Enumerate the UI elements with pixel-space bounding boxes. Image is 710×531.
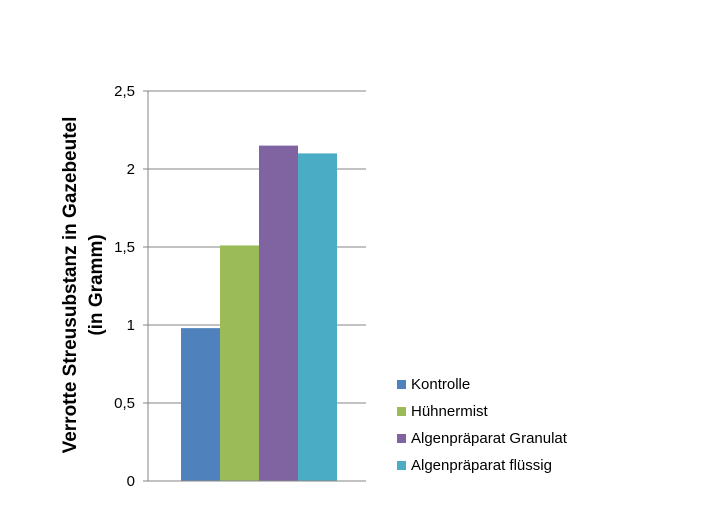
bar-1	[181, 328, 220, 481]
y-axis-title-line2: (in Gramm)	[86, 234, 107, 335]
y-axis-title-line1: Verrotte Streusubstanz in Gazebeutel	[60, 117, 81, 454]
legend-swatch	[397, 380, 406, 389]
y-tick-label: 1,5	[114, 239, 135, 256]
y-axis-tick-labels: 0 0,5 1 1,5 2 2,5	[114, 83, 135, 490]
y-axis-title: Verrotte Streusubstanz in Gazebeutel (in…	[60, 117, 107, 454]
legend-swatch	[397, 407, 406, 416]
bar-2	[220, 245, 259, 481]
legend-label: Algenpräparat flüssig	[411, 457, 552, 474]
legend-swatch	[397, 434, 406, 443]
legend-item: Kontrolle	[397, 376, 470, 393]
legend-swatch	[397, 461, 406, 470]
bars	[181, 145, 337, 481]
y-tick-label: 0,5	[114, 395, 135, 412]
y-tick-label: 1	[127, 317, 135, 334]
y-tick-label: 2	[127, 161, 135, 178]
bar-4	[298, 153, 337, 481]
legend-label: Kontrolle	[411, 376, 470, 393]
bar-3	[259, 145, 298, 481]
legend: Kontrolle Hühnermist Algenpräparat Granula…	[397, 376, 568, 474]
legend-label: Hühnermist	[411, 403, 489, 420]
y-tick-label: 2,5	[114, 83, 135, 100]
legend-label: Algenpräparat Granulat	[411, 430, 568, 447]
legend-item: Algenpräparat Granulat	[397, 430, 568, 447]
y-tick-label: 0	[127, 473, 135, 490]
legend-item: Algenpräparat flüssig	[397, 457, 552, 474]
legend-item: Hühnermist	[397, 403, 489, 420]
